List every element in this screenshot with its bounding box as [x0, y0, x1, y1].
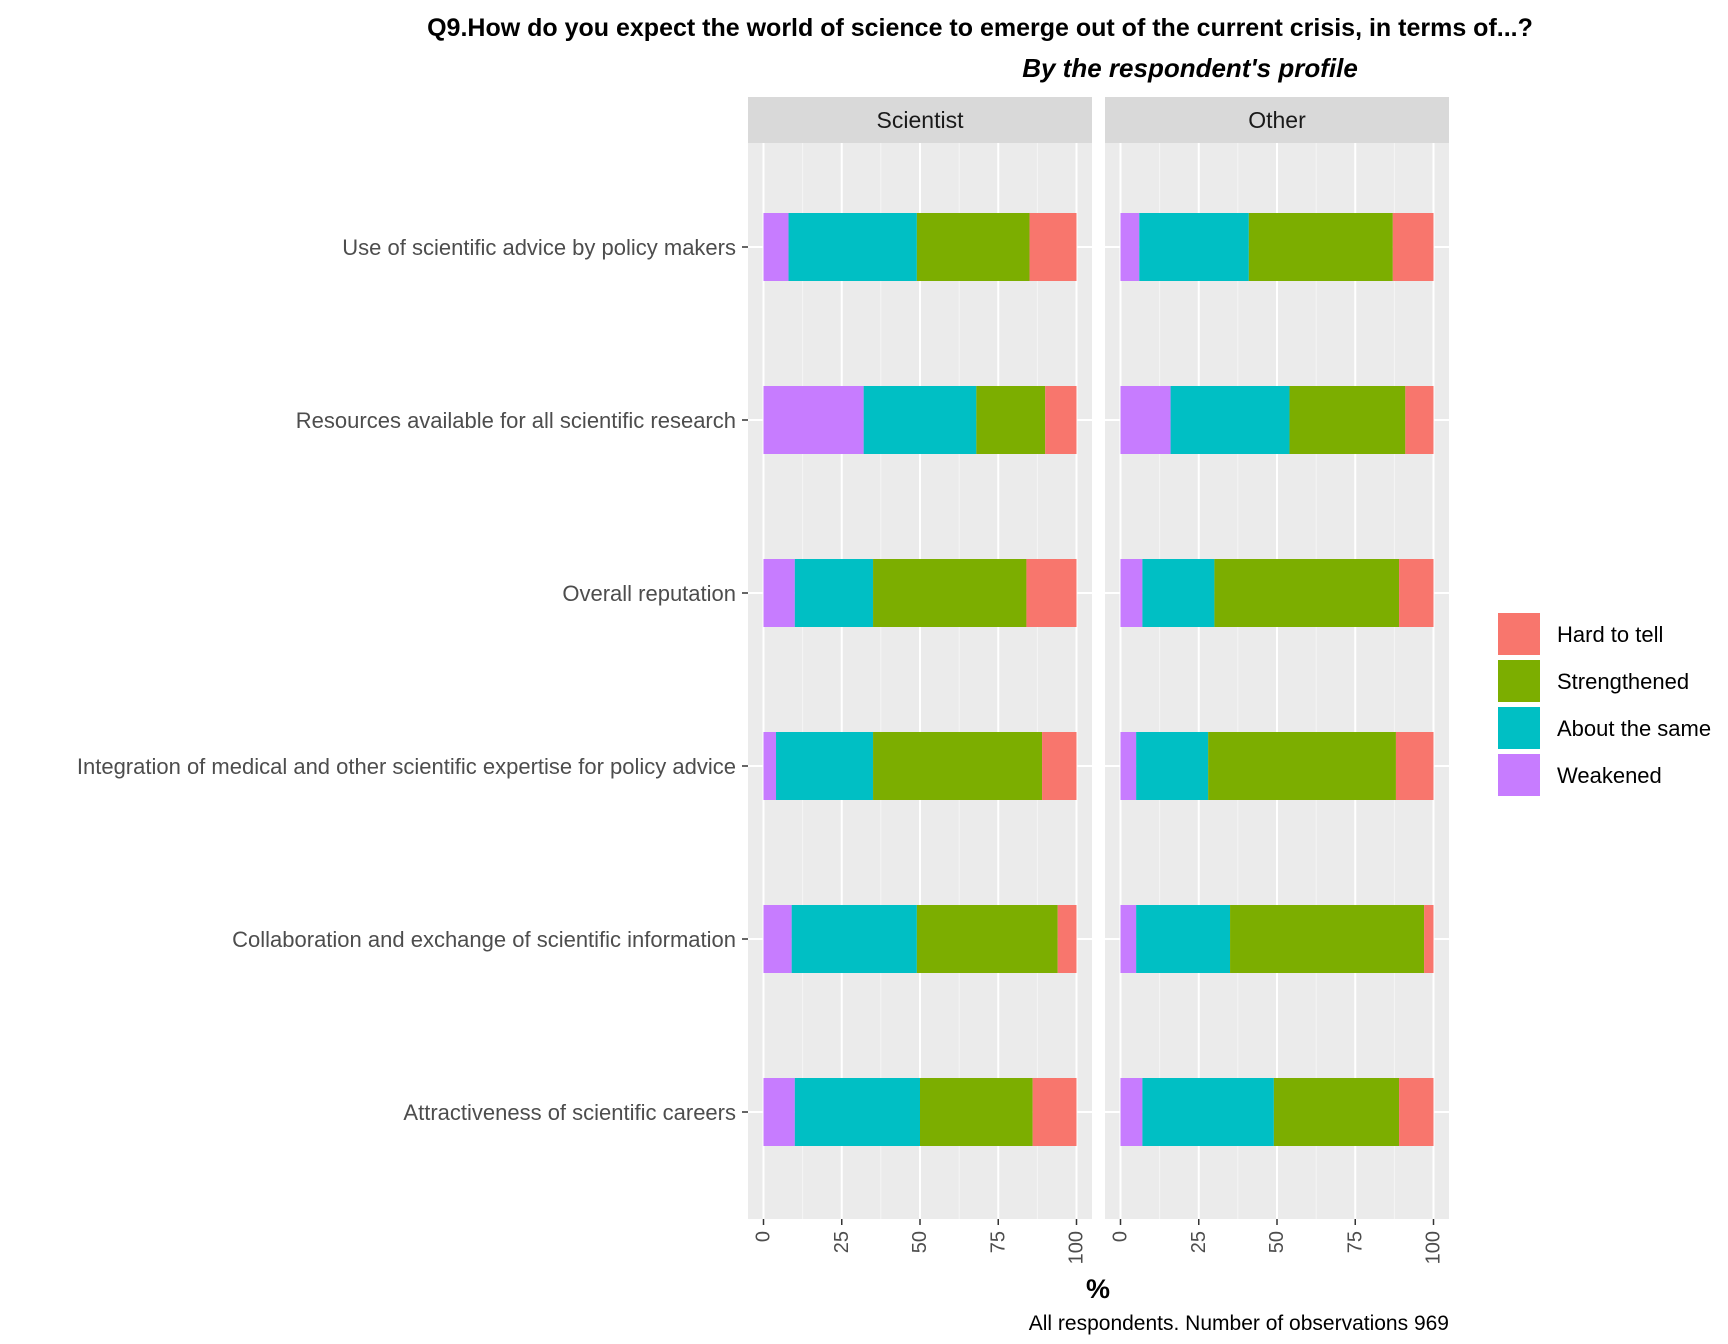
bar-strengthened: [1230, 905, 1425, 973]
legend-key-strengthened: [1498, 660, 1540, 702]
x-tick-label: 100: [1423, 1231, 1445, 1264]
bar-weakened: [763, 213, 789, 281]
category-axis-labels: Use of scientific advice by policy maker…: [77, 235, 748, 1125]
bar-hard-to-tell: [1026, 559, 1077, 627]
chart-title: Q9.How do you expect the world of scienc…: [427, 14, 1533, 42]
category-label: Overall reputation: [562, 581, 736, 606]
category-label: Collaboration and exchange of scientific…: [232, 927, 736, 952]
bar-hard-to-tell: [1399, 559, 1434, 627]
bar-strengthened: [1248, 213, 1393, 281]
bar-about-the-same: [794, 1078, 920, 1146]
bar-strengthened: [1214, 559, 1400, 627]
bar-strengthened: [920, 1078, 1033, 1146]
x-tick-label: 50: [1266, 1231, 1288, 1253]
bar-weakened: [1120, 213, 1140, 281]
bar-about-the-same: [1142, 1078, 1274, 1146]
bar-hard-to-tell: [1405, 386, 1434, 454]
facet-strip-label: Scientist: [877, 107, 965, 133]
bar-hard-to-tell: [1032, 1078, 1077, 1146]
bar-weakened: [763, 386, 864, 454]
legend-key-about-the-same: [1498, 707, 1540, 749]
x-tick-label: 25: [831, 1231, 853, 1253]
bar-about-the-same: [776, 732, 874, 800]
bar-hard-to-tell: [1424, 905, 1434, 973]
chart-panels: Scientist 0 25 50 75 100 Other 0 25 50 75 100: [748, 97, 1449, 1264]
facet-strip: [1105, 97, 1449, 143]
category-label: Integration of medical and other scienti…: [77, 754, 736, 779]
bar-about-the-same: [794, 559, 874, 627]
facet-strip-label: Other: [1248, 107, 1306, 133]
bar-weakened: [1120, 905, 1137, 973]
bar-strengthened: [873, 559, 1027, 627]
bar-weakened: [763, 1078, 795, 1146]
chart-caption: All respondents. Number of observations …: [1028, 1312, 1449, 1335]
bar-about-the-same: [1136, 905, 1231, 973]
bar-weakened: [1120, 1078, 1143, 1146]
bar-about-the-same: [1139, 213, 1249, 281]
legend-key-hard-to-tell: [1498, 613, 1540, 655]
bar-strengthened: [873, 732, 1043, 800]
bar-about-the-same: [1142, 559, 1215, 627]
legend-label: Hard to tell: [1557, 622, 1663, 647]
bar-strengthened: [976, 386, 1046, 454]
bar-strengthened: [1289, 386, 1406, 454]
bar-hard-to-tell: [1395, 732, 1434, 800]
bar-weakened: [763, 559, 795, 627]
category-label: Attractiveness of scientific careers: [403, 1100, 736, 1125]
bar-strengthened: [916, 905, 1058, 973]
legend: Hard to tell Strengthened About the same We…: [1498, 613, 1711, 796]
bar-hard-to-tell: [1392, 213, 1434, 281]
bar-about-the-same: [788, 213, 917, 281]
bar-hard-to-tell: [1057, 905, 1077, 973]
facet-strip: [748, 97, 1092, 143]
x-tick-label: 50: [909, 1231, 931, 1253]
bar-strengthened: [916, 213, 1030, 281]
x-tick-label: 100: [1066, 1231, 1088, 1264]
x-tick-label: 75: [1344, 1231, 1366, 1253]
bar-hard-to-tell: [1042, 732, 1077, 800]
legend-label: Strengthened: [1557, 669, 1689, 694]
bar-weakened: [1120, 559, 1143, 627]
bar-strengthened: [1273, 1078, 1400, 1146]
bar-about-the-same: [1170, 386, 1290, 454]
bar-about-the-same: [1136, 732, 1209, 800]
category-label: Resources available for all scientific r…: [296, 408, 736, 433]
bar-weakened: [763, 905, 792, 973]
x-tick-label: 0: [753, 1231, 775, 1242]
bar-hard-to-tell: [1399, 1078, 1434, 1146]
x-tick-label: 0: [1110, 1231, 1132, 1242]
bar-about-the-same: [863, 386, 977, 454]
bar-weakened: [1120, 386, 1171, 454]
legend-label: Weakened: [1557, 763, 1662, 788]
x-tick-label: 25: [1188, 1231, 1210, 1253]
legend-label: About the same: [1557, 716, 1711, 741]
panel-scientist: Scientist 0 25 50 75 100: [748, 97, 1092, 1264]
category-label: Use of scientific advice by policy maker…: [342, 235, 736, 260]
x-axis-label: %: [1086, 1274, 1110, 1304]
bar-weakened: [1120, 732, 1137, 800]
bar-about-the-same: [791, 905, 917, 973]
bar-strengthened: [1208, 732, 1396, 800]
x-tick-label: 75: [987, 1231, 1009, 1253]
bar-hard-to-tell: [1029, 213, 1077, 281]
legend-key-weakened: [1498, 754, 1540, 796]
chart-subtitle: By the respondent's profile: [1022, 53, 1358, 83]
bar-weakened: [763, 732, 777, 800]
bar-hard-to-tell: [1045, 386, 1077, 454]
panel-other: Other 0 25 50 75 100: [1105, 97, 1449, 1264]
